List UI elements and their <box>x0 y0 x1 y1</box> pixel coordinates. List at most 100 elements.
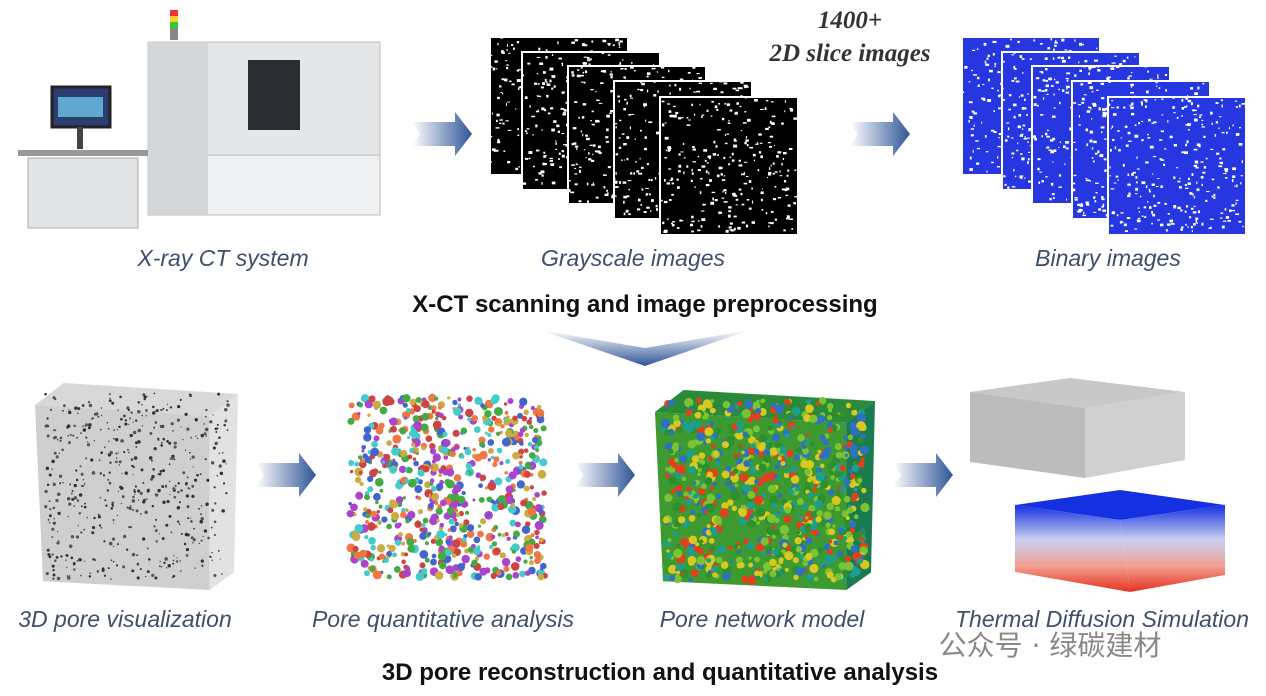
pore <box>144 575 147 578</box>
pore <box>137 499 140 501</box>
pore <box>49 508 52 511</box>
speck <box>976 76 980 80</box>
speck <box>701 218 706 222</box>
speck <box>494 149 499 152</box>
speck <box>1036 104 1039 107</box>
pore <box>774 442 780 447</box>
speck <box>666 218 669 220</box>
speck <box>971 49 976 52</box>
pore <box>166 403 169 406</box>
speck <box>500 37 504 39</box>
speck <box>667 146 671 149</box>
pore <box>427 531 432 536</box>
speck <box>675 113 677 116</box>
pore <box>708 456 713 462</box>
pore <box>826 462 835 470</box>
speck <box>1027 158 1030 161</box>
pore <box>53 429 55 431</box>
pore <box>386 523 392 530</box>
pore <box>526 419 532 425</box>
speck <box>1153 204 1157 207</box>
speck <box>745 86 749 88</box>
speck <box>561 133 565 135</box>
speck <box>1013 52 1016 54</box>
speck <box>1130 112 1135 116</box>
speck <box>555 142 557 145</box>
speck <box>1093 196 1095 199</box>
speck <box>571 41 575 44</box>
speck <box>697 155 700 158</box>
pore <box>760 441 766 448</box>
pore <box>136 562 140 566</box>
speck <box>976 48 979 51</box>
pore <box>429 443 436 450</box>
speck <box>1055 81 1059 84</box>
speck <box>1191 173 1194 177</box>
speck <box>1138 211 1141 213</box>
pore <box>747 476 757 485</box>
speck <box>772 162 775 165</box>
speck <box>1095 182 1099 185</box>
pore <box>696 397 702 404</box>
speck <box>633 172 636 175</box>
speck <box>766 176 769 179</box>
speck <box>1219 116 1222 118</box>
pore <box>131 499 136 503</box>
pore <box>225 492 228 495</box>
speck <box>745 97 747 99</box>
speck <box>1224 208 1227 211</box>
speck <box>753 159 756 162</box>
speck <box>1234 100 1238 102</box>
speck <box>1044 57 1048 61</box>
pore <box>159 424 163 429</box>
speck <box>1042 79 1046 82</box>
speck <box>1074 74 1077 77</box>
pore <box>52 396 56 400</box>
speck <box>546 81 548 84</box>
speck <box>1202 171 1206 174</box>
speck <box>542 82 546 85</box>
speck <box>1131 102 1134 106</box>
pore <box>131 464 134 468</box>
speck <box>1078 104 1082 106</box>
pore <box>143 395 147 399</box>
pore <box>76 412 79 415</box>
speck <box>1173 205 1177 208</box>
speck <box>1029 145 1033 147</box>
speck <box>1052 57 1055 60</box>
speck <box>1032 135 1036 139</box>
speck <box>1028 180 1032 183</box>
pore <box>55 555 59 559</box>
pore <box>178 523 181 525</box>
pore <box>714 552 719 557</box>
pore <box>397 532 403 538</box>
speck <box>588 63 591 65</box>
speck <box>1141 139 1144 142</box>
pore <box>160 444 163 447</box>
speck <box>1239 126 1241 129</box>
speck <box>1213 193 1216 197</box>
pore <box>766 527 775 536</box>
pore <box>805 398 812 405</box>
speck <box>1064 163 1066 165</box>
speck <box>1179 177 1181 180</box>
speck <box>1040 114 1044 116</box>
speck <box>718 81 723 83</box>
pore <box>826 502 834 511</box>
speck <box>1218 127 1220 130</box>
pore <box>427 502 434 509</box>
pore <box>381 516 388 523</box>
speck <box>609 73 613 76</box>
speck <box>1053 93 1055 96</box>
speck <box>560 107 565 110</box>
speck <box>1021 157 1025 161</box>
pore <box>413 460 419 467</box>
speck <box>640 166 644 170</box>
speck <box>1185 124 1187 126</box>
pore <box>767 425 774 431</box>
speck <box>1091 66 1096 68</box>
pore <box>413 421 423 430</box>
speck <box>700 225 703 228</box>
pore <box>535 448 540 453</box>
pore <box>767 411 771 416</box>
